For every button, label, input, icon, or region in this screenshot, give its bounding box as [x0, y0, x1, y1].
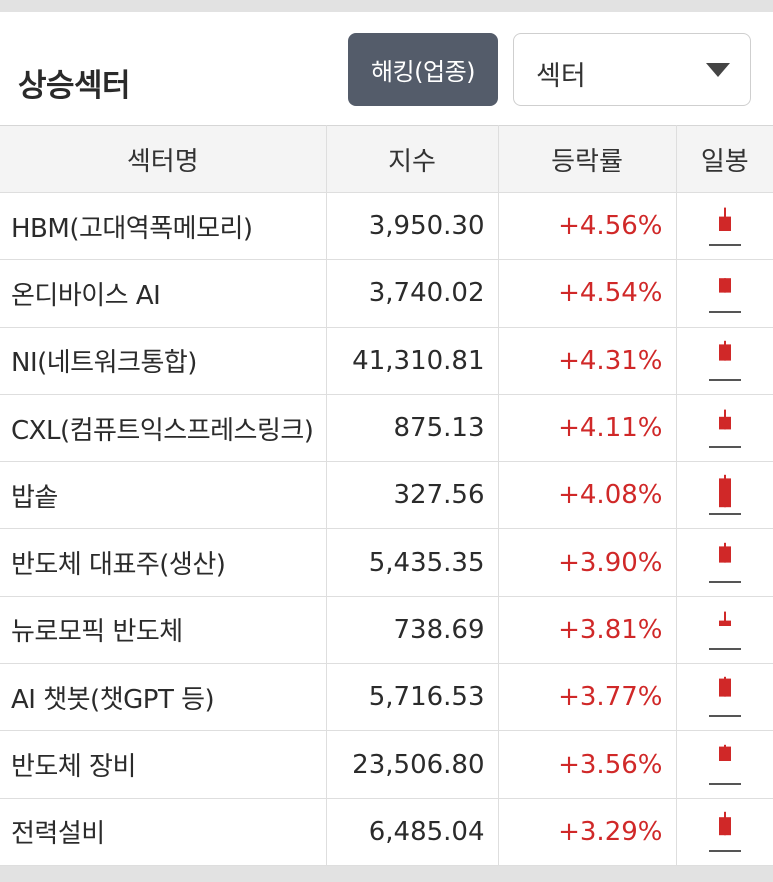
sector-dropdown-label: 섹터 [536, 61, 586, 92]
header: 상승섹터 해킹(업종) 섹터 [0, 12, 773, 125]
daily-candle-cell [676, 192, 773, 261]
column-header-sector-name[interactable]: 섹터명 [0, 125, 327, 193]
candle-body [718, 817, 731, 836]
sector-change-rate: +3.56% [498, 730, 677, 799]
table-row[interactable]: 밥솥 327.56 +4.08% [0, 461, 773, 530]
sector-name[interactable]: HBM(고대역폭메모리) [0, 192, 327, 261]
hedge-sector-button[interactable]: 해킹(업종) [348, 33, 498, 106]
daily-candle-cell [676, 798, 773, 866]
sector-index-value: 23,506.80 [326, 730, 499, 799]
daily-candle-cell [676, 259, 773, 328]
sector-name[interactable]: 온디바이스 AI [0, 259, 327, 328]
column-header-change-rate[interactable]: 등락률 [498, 125, 677, 193]
sector-change-rate: +4.11% [498, 394, 677, 463]
candle-body [718, 746, 731, 761]
sector-name[interactable]: NI(네트워크통합) [0, 327, 327, 395]
sector-name[interactable]: CXL(컴퓨트익스프레스링크) [0, 394, 327, 463]
candle-icon [708, 677, 741, 718]
table-row[interactable]: 온디바이스 AI 3,740.02 +4.54% [0, 259, 773, 328]
top-divider [0, 0, 773, 12]
candle-body [718, 344, 731, 361]
candle-body [718, 678, 731, 697]
candle-icon [708, 744, 741, 785]
candle-icon [708, 475, 741, 516]
sector-name[interactable]: 밥솥 [0, 461, 327, 530]
sector-change-rate: +3.90% [498, 528, 677, 597]
candle-body [718, 278, 731, 294]
daily-candle-cell [676, 327, 773, 395]
sector-name[interactable]: 뉴로모픽 반도체 [0, 596, 327, 665]
daily-candle-cell [676, 730, 773, 799]
table-row[interactable]: 전력설비 6,485.04 +3.29% [0, 798, 773, 866]
sector-index-value: 5,716.53 [326, 663, 499, 732]
sector-dropdown[interactable]: 섹터 [513, 33, 751, 106]
sector-change-rate: +3.77% [498, 663, 677, 732]
table-row[interactable]: HBM(고대역폭메모리) 3,950.30 +4.56% [0, 192, 773, 261]
candle-icon [708, 811, 741, 852]
table-row[interactable]: CXL(컴퓨트익스프레스링크) 875.13 +4.11% [0, 394, 773, 463]
sector-change-rate: +4.56% [498, 192, 677, 261]
sector-index-value: 6,485.04 [326, 798, 499, 866]
sector-index-value: 738.69 [326, 596, 499, 665]
candle-body [718, 216, 731, 232]
sector-name[interactable]: 반도체 대표주(생산) [0, 528, 327, 597]
bottom-divider [0, 866, 773, 882]
candle-body [718, 478, 731, 508]
daily-candle-cell [676, 461, 773, 530]
sector-index-value: 327.56 [326, 461, 499, 530]
table-header-row: 섹터명 지수 등락률 일봉 [0, 125, 773, 193]
sector-change-rate: +4.08% [498, 461, 677, 530]
rising-sector-table: 섹터명 지수 등락률 일봉 HBM(고대역폭메모리) 3,950.30 +4.56%… [0, 125, 773, 866]
table-row[interactable]: NI(네트워크통합) 41,310.81 +4.31% [0, 327, 773, 395]
table-row[interactable]: 반도체 대표주(생산) 5,435.35 +3.90% [0, 528, 773, 597]
sector-index-value: 5,435.35 [326, 528, 499, 597]
table-row[interactable]: 뉴로모픽 반도체 738.69 +3.81% [0, 596, 773, 665]
sector-change-rate: +4.54% [498, 259, 677, 328]
column-header-daily-candle: 일봉 [676, 125, 773, 193]
candle-body [718, 416, 731, 430]
page-title: 상승섹터 [18, 68, 131, 104]
candle-icon [708, 611, 741, 650]
sector-change-rate: +4.31% [498, 327, 677, 395]
daily-candle-cell [676, 528, 773, 597]
candle-body [718, 620, 731, 626]
candle-icon [708, 340, 741, 381]
column-header-index[interactable]: 지수 [326, 125, 499, 193]
candle-icon [708, 409, 741, 449]
sector-name[interactable]: AI 챗봇(챗GPT 등) [0, 663, 327, 732]
daily-candle-cell [676, 394, 773, 463]
table-row[interactable]: AI 챗봇(챗GPT 등) 5,716.53 +3.77% [0, 663, 773, 732]
sector-change-rate: +3.29% [498, 798, 677, 866]
daily-candle-cell [676, 596, 773, 665]
sector-index-value: 875.13 [326, 394, 499, 463]
candle-icon [708, 278, 741, 314]
chevron-down-icon [706, 63, 730, 77]
sector-name[interactable]: 반도체 장비 [0, 730, 327, 799]
sector-index-value: 3,950.30 [326, 192, 499, 261]
daily-candle-cell [676, 663, 773, 732]
candle-icon [708, 207, 741, 247]
table-row[interactable]: 반도체 장비 23,506.80 +3.56% [0, 730, 773, 799]
sector-change-rate: +3.81% [498, 596, 677, 665]
sector-name[interactable]: 전력설비 [0, 798, 327, 866]
candle-body [718, 546, 731, 563]
sector-index-value: 41,310.81 [326, 327, 499, 395]
candle-icon [708, 542, 741, 583]
sector-index-value: 3,740.02 [326, 259, 499, 328]
